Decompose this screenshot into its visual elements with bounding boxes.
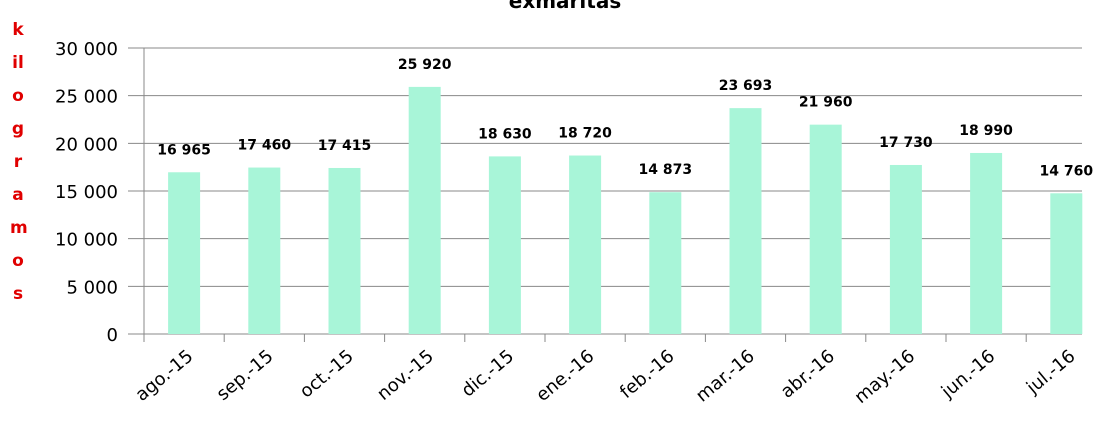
x-tick-label: ago.-15	[132, 346, 198, 406]
bar	[488, 156, 521, 334]
x-tick-label: may.-16	[851, 346, 919, 408]
x-tick-label: oct.-15	[296, 346, 358, 403]
bar	[328, 167, 361, 334]
bar	[408, 86, 441, 335]
value-label: 14 760	[1040, 163, 1094, 179]
value-label: 16 965	[157, 142, 211, 158]
value-label: 18 990	[959, 123, 1013, 139]
x-tick-label: dic.-15	[458, 346, 519, 402]
x-tick-label: nov.-15	[373, 346, 438, 405]
bar	[248, 167, 281, 334]
value-label: 18 720	[558, 126, 612, 142]
x-tick-label: sep.-15	[213, 346, 278, 405]
y-tick-label: 5 000	[66, 277, 118, 298]
value-label: 17 730	[879, 135, 933, 151]
bar	[1050, 193, 1083, 334]
x-tick-label: jul.-16	[1022, 346, 1080, 399]
x-tick-label: feb.-16	[616, 346, 679, 403]
x-tick-label: abr.-16	[777, 346, 839, 403]
x-tick-label: mar.-16	[692, 346, 759, 407]
value-label: 17 460	[238, 138, 292, 154]
bar	[168, 172, 201, 334]
chart-title: exmaritas	[509, 0, 621, 13]
bar	[729, 108, 762, 334]
bar	[569, 155, 602, 334]
x-tick-label: jun.-16	[937, 346, 999, 403]
bar	[649, 192, 682, 334]
value-label: 23 693	[719, 78, 773, 94]
y-axis-label: kilogramos	[10, 20, 28, 304]
value-label: 17 415	[318, 138, 372, 154]
bar	[809, 124, 842, 334]
bar	[889, 164, 922, 334]
y-tick-label: 20 000	[55, 134, 118, 155]
value-label: 25 920	[398, 57, 452, 73]
value-label: 14 873	[639, 162, 693, 178]
y-tick-label: 0	[107, 325, 118, 346]
y-tick-label: 15 000	[55, 182, 118, 203]
bar	[970, 152, 1003, 334]
value-label: 21 960	[799, 95, 853, 111]
y-tick-label: 10 000	[55, 230, 118, 251]
value-label: 18 630	[478, 126, 532, 142]
y-tick-label: 30 000	[55, 39, 118, 60]
x-tick-label: ene.-16	[532, 346, 598, 406]
y-tick-label: 25 000	[55, 87, 118, 108]
